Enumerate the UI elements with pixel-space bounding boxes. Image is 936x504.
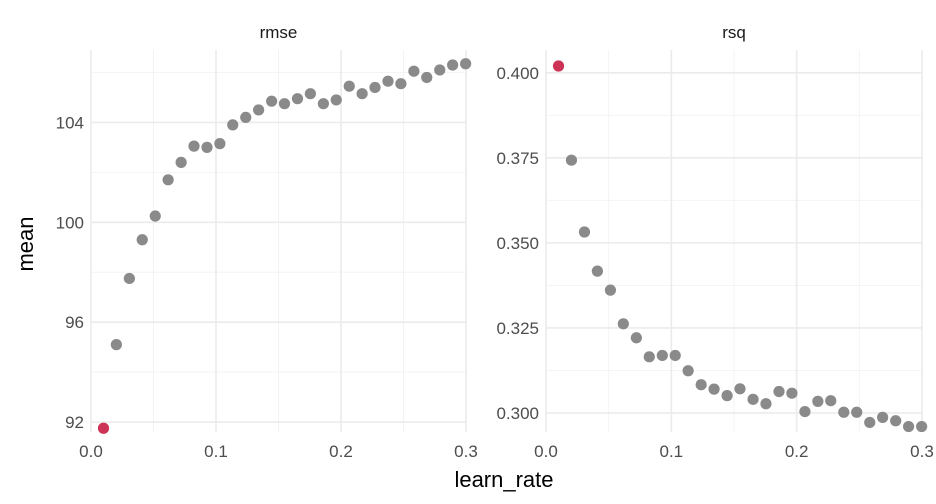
- y-tick-label: 0.350: [496, 234, 539, 253]
- y-tick-label: 100: [56, 213, 84, 232]
- x-tick-label: 0.2: [329, 442, 353, 461]
- data-point: [421, 71, 433, 84]
- best-data-point: [552, 60, 565, 72]
- y-tick-label: 0.300: [496, 404, 539, 423]
- best-data-point: [97, 422, 110, 434]
- data-point: [278, 98, 291, 110]
- data-point: [643, 351, 655, 363]
- y-tick-label: 0.325: [496, 319, 539, 338]
- data-point: [330, 94, 342, 106]
- panel-title: rmse: [260, 23, 298, 42]
- data-point: [591, 265, 603, 277]
- y-tick-label: 0.400: [496, 64, 539, 83]
- data-point: [578, 226, 591, 238]
- data-point: [682, 365, 694, 377]
- data-point: [110, 339, 122, 351]
- data-point: [747, 393, 759, 405]
- y-tick-label: 92: [65, 413, 84, 432]
- data-point: [175, 156, 187, 168]
- data-point: [838, 406, 850, 418]
- data-point: [799, 405, 811, 418]
- data-point: [669, 349, 681, 362]
- x-tick-label: 0.1: [660, 442, 684, 461]
- x-tick-label: 0.3: [910, 442, 934, 461]
- data-point: [812, 395, 824, 407]
- data-point: [382, 75, 394, 87]
- data-point: [253, 104, 265, 116]
- data-point: [604, 284, 617, 296]
- data-point: [408, 65, 420, 77]
- data-point: [201, 141, 213, 153]
- x-tick-label: 0.0: [534, 442, 558, 461]
- data-point: [734, 383, 746, 395]
- data-point: [123, 272, 135, 285]
- data-point: [240, 111, 252, 124]
- data-point: [760, 398, 772, 410]
- data-point: [695, 379, 707, 391]
- data-point: [447, 59, 459, 71]
- panel-rmse: 0.0 0.1 0.2 0.3 92 96 100 104 rmse: [56, 23, 478, 461]
- data-point: [877, 411, 889, 423]
- data-point: [630, 332, 642, 344]
- y-axis-title: mean: [13, 216, 38, 271]
- x-tick-label: 0.3: [454, 442, 478, 461]
- data-point: [617, 318, 629, 330]
- y-tick-label: 0.375: [496, 149, 539, 168]
- data-point: [786, 387, 798, 399]
- x-tick-label: 0.1: [204, 442, 228, 461]
- data-point: [291, 93, 304, 105]
- x-tick-label: 0.0: [79, 442, 103, 461]
- data-point: [356, 88, 368, 100]
- y-tick-label: 104: [56, 113, 84, 132]
- panel-title: rsq: [722, 23, 746, 42]
- data-point: [214, 138, 226, 150]
- x-axis-title: learn_rate: [454, 467, 553, 492]
- panel-rsq: 0.0 0.1 0.2 0.3 0.300 0.325 0.350 0.375 0.400 rsq: [496, 23, 933, 461]
- data-point: [304, 88, 316, 100]
- data-point: [317, 98, 329, 110]
- data-point: [656, 349, 668, 362]
- data-point: [434, 64, 446, 76]
- data-point: [266, 95, 278, 107]
- y-tick-label: 96: [65, 313, 84, 332]
- data-point: [227, 119, 239, 131]
- data-point: [890, 415, 902, 427]
- data-point: [916, 420, 928, 433]
- data-point: [188, 140, 200, 152]
- data-point: [708, 383, 720, 395]
- data-point: [369, 81, 381, 94]
- data-point: [864, 416, 876, 429]
- data-point: [136, 234, 148, 246]
- data-point: [162, 174, 174, 186]
- data-point: [343, 80, 355, 92]
- data-point: [149, 210, 161, 222]
- data-point: [851, 406, 863, 418]
- data-point: [902, 420, 915, 433]
- data-point: [460, 58, 472, 70]
- data-point: [773, 385, 785, 398]
- data-point: [721, 390, 733, 402]
- data-point: [395, 78, 407, 90]
- x-tick-label: 0.2: [785, 442, 809, 461]
- data-point: [825, 395, 837, 407]
- data-point: [565, 154, 578, 166]
